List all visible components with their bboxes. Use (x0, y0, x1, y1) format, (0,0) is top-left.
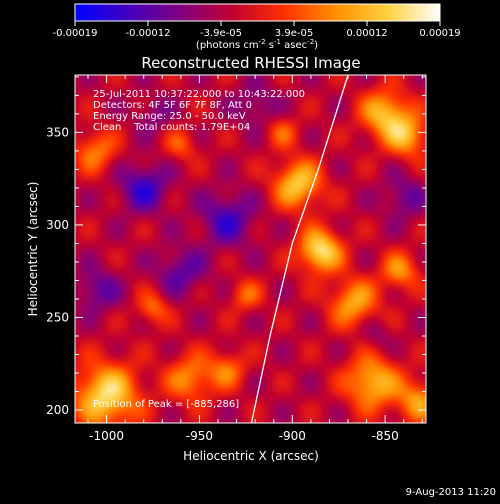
x-tick-label: -1000 (89, 429, 124, 443)
colorbar-unit: (photons cm-2 s-1 asec-2) (196, 38, 318, 51)
heatmap-raster (75, 75, 426, 423)
colorbar-tick-label: 0.00012 (346, 28, 387, 39)
y-axis-tick-labels: 200 250 300 350 (46, 125, 69, 417)
x-axis-ticks (87, 75, 423, 423)
colorbar-tick-label: -0.00019 (53, 28, 98, 39)
info-overlay: 25-Jul-2011 10:37:22.000 to 10:43:22.000… (93, 89, 305, 410)
colorbar-tick-label: -3.9e-05 (200, 28, 242, 39)
colorbar: -0.00019 -0.00012 -3.9e-05 3.9e-05 0.00012 0.… (53, 3, 461, 51)
peak-position-text: Position of Peak = [-885,286] (93, 399, 239, 410)
colorbar-ticks (74, 21, 441, 26)
x-tick-label: -950 (186, 429, 213, 443)
y-axis-label: Heliocentric Y (arcsec) (26, 182, 40, 317)
x-tick-label: -850 (372, 429, 399, 443)
colorbar-tick-label: 3.9e-05 (275, 28, 313, 39)
colorbar-tick-labels: -0.00019 -0.00012 -3.9e-05 3.9e-05 0.00012 0.… (53, 28, 461, 39)
chart-title: Reconstructed RHESSI Image (141, 54, 360, 72)
colorbar-tick-label: 0.00019 (419, 28, 460, 39)
energy-range-text: Energy Range: 25.0 - 50.0 keV (93, 111, 246, 122)
plot-frame (74, 74, 427, 424)
y-tick-label: 350 (46, 125, 69, 139)
heatmap-image (75, 75, 426, 423)
x-axis-tick-labels: -1000 -950 -900 -850 (89, 429, 399, 443)
time-range-text: 25-Jul-2011 10:37:22.000 to 10:43:22.000 (93, 89, 305, 100)
y-tick-label: 300 (46, 218, 69, 232)
colorbar-gradient (74, 3, 441, 22)
clean-counts-text: Clean Total counts: 1.79E+04 (93, 122, 250, 133)
x-axis-label: Heliocentric X (arcsec) (183, 449, 319, 463)
x-tick-label: -900 (279, 429, 306, 443)
colorbar-tick-label: -0.00012 (126, 28, 171, 39)
detectors-text: Detectors: 4F 5F 6F 7F 8F, Att 0 (93, 100, 252, 111)
solar-limb-curve (250, 75, 349, 423)
y-axis-ticks (75, 76, 426, 411)
y-tick-label: 250 (46, 310, 69, 324)
y-tick-label: 200 (46, 403, 69, 417)
footer-date: 9-Aug-2013 11:20 (406, 487, 496, 498)
